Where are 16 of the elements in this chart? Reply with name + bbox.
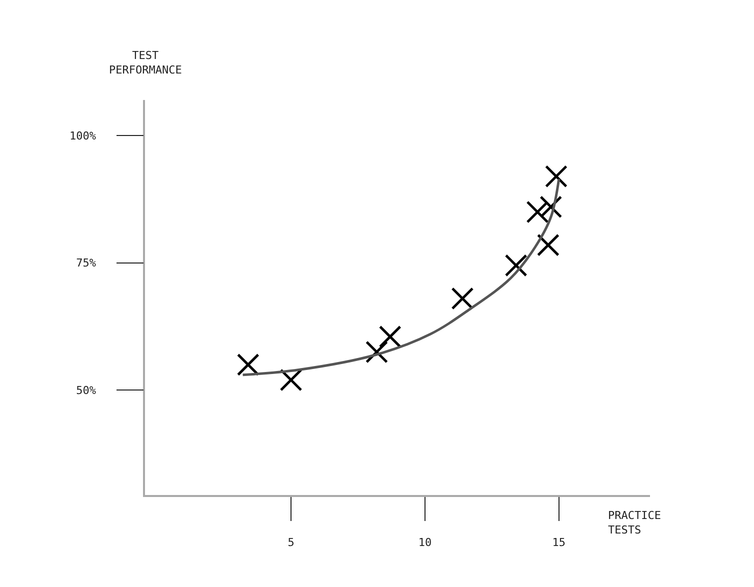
x-tick-label: 10 xyxy=(418,536,432,549)
point xyxy=(451,287,474,310)
x-tick-label: 15 xyxy=(552,536,566,549)
point xyxy=(544,165,568,188)
point xyxy=(504,254,528,277)
line-series xyxy=(242,178,560,376)
y-tick-label: 100% xyxy=(70,129,96,142)
x-axis-title: PRACTICE TESTS xyxy=(608,509,661,536)
y-tick-label: 75% xyxy=(76,256,96,270)
x-tick-label: 5 xyxy=(288,536,294,549)
point xyxy=(536,234,560,256)
point xyxy=(236,353,260,376)
y-tick-label: 50% xyxy=(76,384,96,397)
point xyxy=(378,325,402,348)
point xyxy=(526,200,549,224)
y-axis-title: TEST PERFORMANCE xyxy=(109,49,182,76)
